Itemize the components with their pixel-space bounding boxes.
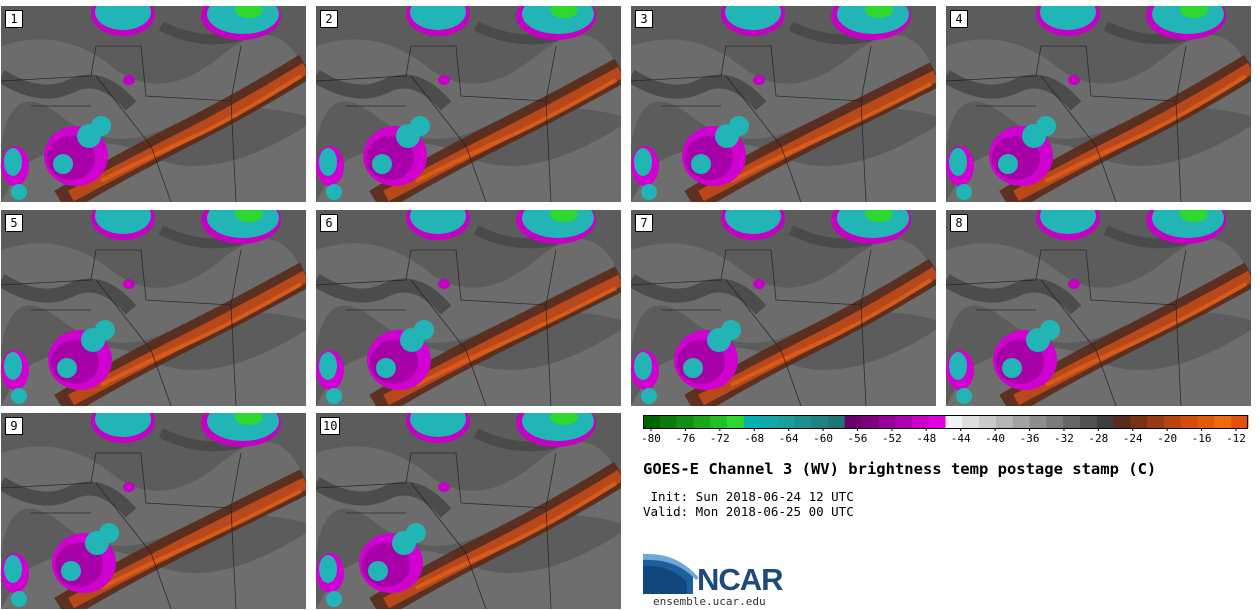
panel-number: 8 (950, 214, 968, 232)
colorbar: -80 -76 -72 -68 -64 -60 -56 -52 -48 -44 -40 -36 -32 -… (643, 415, 1249, 445)
ensemble-panel: 3 (631, 6, 936, 202)
colorbar-swatch (979, 415, 997, 428)
colorbar-tick-label: -24 (1123, 432, 1143, 445)
colorbar-tick-label: -60 (813, 432, 833, 445)
wv-map (631, 210, 936, 406)
colorbar-swatch (911, 415, 930, 428)
panel-number: 3 (635, 10, 653, 28)
colorbar-swatch (727, 415, 745, 428)
colorbar-swatch (844, 415, 862, 428)
panel-number: 2 (320, 10, 338, 28)
logo-text: NCAR (697, 562, 784, 597)
colorbar-swatch (878, 415, 896, 428)
colorbar-tick-label: -80 (643, 432, 661, 445)
colorbar-tick-label: -40 (985, 432, 1005, 445)
colorbar-swatch (1130, 415, 1148, 428)
colorbar-swatch (777, 415, 795, 428)
colorbar-swatch (760, 415, 778, 428)
colorbar-swatch (1147, 415, 1165, 428)
wv-map (946, 210, 1251, 406)
wv-map (1, 210, 306, 406)
wv-map (631, 6, 936, 202)
colorbar-tick-label: -76 (675, 432, 695, 445)
colorbar-swatch (676, 415, 694, 428)
colorbar-swatch (743, 415, 762, 428)
panel-number: 6 (320, 214, 338, 232)
panel-number: 7 (635, 214, 653, 232)
ensemble-panel: 6 (316, 210, 621, 406)
colorbar-swatch (1046, 415, 1064, 428)
colorbar-swatch (643, 415, 661, 428)
colorbar-tick-label: -36 (1020, 432, 1040, 445)
colorbar-swatch (945, 415, 963, 428)
ensemble-panel: 10 (316, 413, 621, 609)
panel-number: 10 (320, 417, 341, 435)
colorbar-swatch (693, 415, 711, 428)
colorbar-swatch (995, 415, 1014, 428)
panel-number: 9 (5, 417, 23, 435)
colorbar-tick-label: -48 (916, 432, 936, 445)
colorbar-swatch (1113, 415, 1131, 428)
colorbar-swatch (710, 415, 728, 428)
wv-map (316, 210, 621, 406)
colorbar-swatch (861, 415, 879, 428)
ensemble-panel: 9 (1, 413, 306, 609)
colorbar-swatch (659, 415, 678, 428)
colorbar-swatch (1231, 415, 1249, 428)
ncar-logo-icon (643, 553, 699, 594)
colorbar-swatch (827, 415, 846, 428)
colorbar-swatch (811, 415, 829, 428)
colorbar-border (643, 415, 1248, 429)
site-url[interactable]: ensemble.ucar.edu (653, 595, 766, 608)
colorbar-swatch (1180, 415, 1199, 428)
colorbar-tick-label: -20 (1157, 432, 1177, 445)
colorbar-tick-label: -72 (710, 432, 730, 445)
colorbar-swatch (1197, 415, 1215, 428)
colorbar-tick-label: -56 (848, 432, 868, 445)
colorbar-tick-label: -16 (1192, 432, 1212, 445)
wv-map (946, 6, 1251, 202)
ensemble-panel: 1 (1, 6, 306, 202)
colorbar-swatch (1214, 415, 1232, 428)
colorbar-tick-label: -12 (1226, 432, 1246, 445)
colorbar-swatch (1163, 415, 1182, 428)
colorbar-swatch (1029, 415, 1047, 428)
ensemble-panel: 4 (946, 6, 1251, 202)
wv-map (316, 413, 621, 609)
colorbar-tick-label: -52 (882, 432, 902, 445)
colorbar-tick-label: -44 (951, 432, 971, 445)
colorbar-swatch (962, 415, 980, 428)
figure-title: GOES-E Channel 3 (WV) brightness temp po… (643, 460, 1157, 478)
colorbar-swatch (1096, 415, 1115, 428)
colorbar-tick-label: -28 (1088, 432, 1108, 445)
ensemble-panel: 7 (631, 210, 936, 406)
wv-map (316, 6, 621, 202)
colorbar-swatch (1063, 415, 1081, 428)
wv-map (1, 6, 306, 202)
colorbar-tick-label: -64 (779, 432, 799, 445)
colorbar-swatch (794, 415, 812, 428)
ensemble-panel: 8 (946, 210, 1251, 406)
ensemble-panel: 2 (316, 6, 621, 202)
wv-map (1, 413, 306, 609)
valid-time: Valid: Mon 2018-06-25 00 UTC (643, 504, 854, 519)
colorbar-swatch (1012, 415, 1031, 428)
colorbar-swatch (928, 415, 946, 428)
colorbar-tick-label: -32 (1054, 432, 1074, 445)
colorbar-swatch (1079, 415, 1098, 428)
panel-number: 5 (5, 214, 23, 232)
panel-number: 4 (950, 10, 968, 28)
colorbar-swatch (895, 415, 913, 428)
colorbar-tick-label: -68 (744, 432, 764, 445)
panel-number: 1 (5, 10, 23, 28)
ensemble-panel: 5 (1, 210, 306, 406)
init-time: Init: Sun 2018-06-24 12 UTC (643, 489, 854, 504)
